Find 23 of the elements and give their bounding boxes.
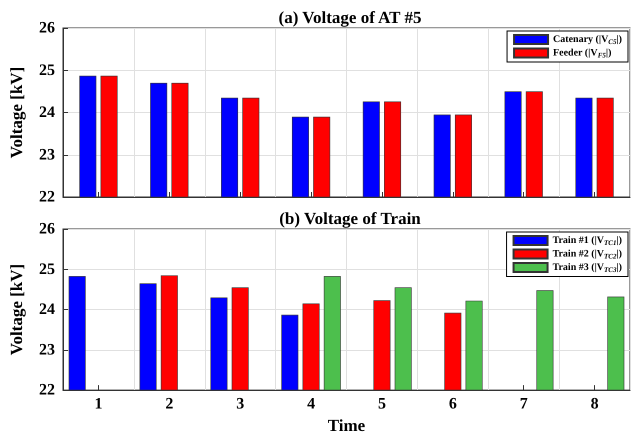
y-tick-label: 22 [39,188,55,206]
chart-title: (b) Voltage of Train [279,209,422,228]
y-tick-label: 26 [39,20,55,36]
x-tick-label: 2 [165,396,174,413]
x-tick-label: 1 [94,396,102,413]
y-tick-label: 23 [39,341,55,358]
y-axis-title: Voltage [kV] [7,66,26,158]
x-tick-label: 7 [520,396,528,413]
x-tick-label: 6 [448,396,457,413]
x-tick-label: 5 [378,396,386,413]
y-tick-label: 22 [39,382,55,399]
y-tick-label: 24 [39,301,55,318]
y-tick-label: 23 [39,146,55,164]
y-axis-title: Voltage [kV] [7,264,26,356]
x-axis-title: Time [328,416,366,435]
y-tick-label: 24 [39,104,55,121]
x-tick-label: 3 [236,396,244,413]
y-tick-label: 25 [39,62,55,79]
y-tick-label: 26 [39,220,55,238]
y-tick-label: 25 [39,260,55,278]
x-tick-label: 8 [590,396,599,413]
chart-title: (a) Voltage of AT #5 [278,8,422,27]
x-tick-label: 4 [307,396,316,413]
